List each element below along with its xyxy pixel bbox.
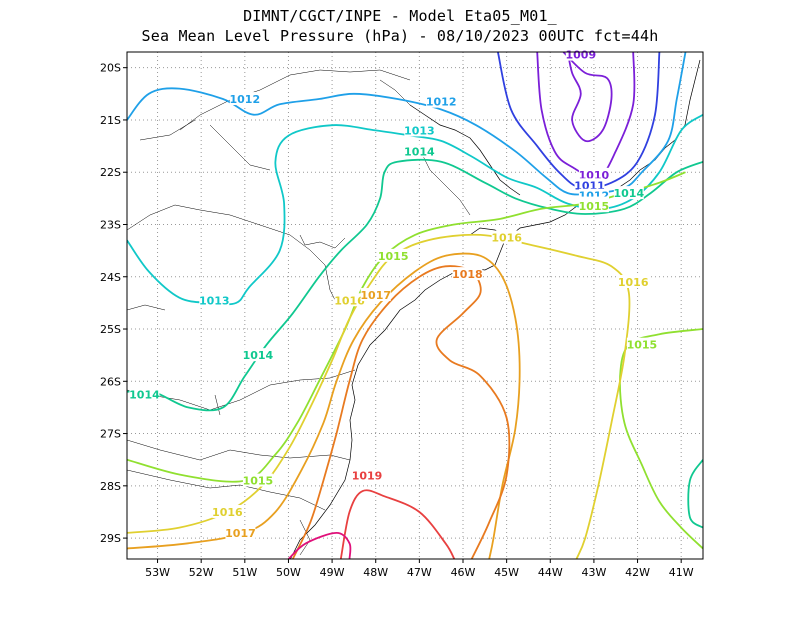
x-tick-label: 53W	[145, 566, 170, 579]
contour-label-bg	[426, 94, 457, 108]
y-tick-label: 22S	[100, 166, 121, 179]
contour-label-1013: 1013	[404, 124, 435, 137]
contour-1014	[127, 158, 703, 412]
contour-label-bg	[199, 293, 230, 307]
contour-1019	[339, 489, 456, 559]
contour-label-bg	[626, 337, 657, 351]
contour-1015	[619, 328, 703, 550]
y-tick-label: 23S	[100, 218, 121, 231]
contour-label-bg	[242, 348, 273, 362]
x-tick-label: 42W	[625, 566, 650, 579]
contour-label-1013: 1013	[199, 294, 230, 307]
contour-label-bg	[352, 468, 382, 482]
x-tick-label: 43W	[581, 566, 606, 579]
x-tick-label: 48W	[363, 566, 388, 579]
contour-label-1015: 1015	[243, 475, 274, 488]
contour-label-bg	[578, 199, 609, 213]
contour-1015	[687, 459, 703, 529]
contour-label-bg	[212, 504, 243, 518]
y-tick-label: 21S	[100, 114, 121, 127]
contour-label-1009: 1009	[566, 49, 597, 62]
contour-1009	[562, 52, 613, 143]
y-axis-ticks: 20S 21S 22S 23S 24S 25S 26S 27S 28S 29S	[100, 62, 127, 545]
x-tick-label: 46W	[451, 566, 476, 579]
contour-label-1015: 1015	[378, 250, 409, 263]
contour-label-bg	[452, 267, 483, 281]
coastline-path	[290, 59, 701, 559]
contour-label-bg	[225, 525, 256, 539]
contour-label-bg	[360, 288, 391, 302]
contour-label-bg	[334, 293, 365, 307]
border-path-secondary	[127, 119, 311, 556]
contour-label-1015: 1015	[627, 339, 658, 352]
contour-label-bg	[404, 144, 435, 158]
contour-1013	[127, 113, 703, 306]
contour-label-bg	[378, 248, 409, 262]
contour-1018	[291, 265, 511, 559]
contour-label-1016: 1016	[491, 232, 522, 245]
contour-label-1014: 1014	[243, 349, 274, 362]
contour-1016	[127, 233, 631, 559]
contour-label-1017: 1017	[225, 527, 256, 540]
border-path	[127, 69, 471, 511]
y-tick-label: 26S	[100, 375, 121, 388]
plot-frame	[126, 51, 704, 560]
contour-1020	[287, 531, 352, 559]
x-axis-ticks: 53W 52W 51W 50W 49W 48W 47W 46W 45W 44W 43W 42W 41W	[145, 559, 694, 579]
chart-title-line1: DIMNT/CGCT/INPE - Model Eta05_M01_	[243, 7, 557, 25]
contour-label-1017: 1017	[360, 289, 391, 302]
contour-label-bg	[578, 167, 609, 181]
contour-label-bg	[242, 473, 273, 487]
contour-label-1014: 1014	[129, 388, 160, 401]
contour-1015	[127, 171, 686, 483]
contour-label-1016: 1016	[212, 506, 243, 519]
contour-label-bg	[491, 230, 522, 244]
y-tick-label: 20S	[100, 62, 121, 75]
contour-label-1018: 1018	[452, 268, 483, 281]
contour-label-1015: 1015	[579, 200, 610, 213]
contour-label-1012: 1012	[230, 93, 261, 106]
contour-label-bg	[574, 178, 605, 192]
contour-label-1016: 1016	[618, 276, 649, 289]
contour-label-1019: 1019	[352, 469, 383, 482]
y-tick-label: 28S	[100, 480, 121, 493]
x-tick-label: 44W	[538, 566, 563, 579]
contour-1010	[536, 52, 636, 179]
contour-label-bg	[618, 274, 649, 288]
y-tick-label: 25S	[100, 323, 121, 336]
contour-label-bg	[229, 92, 260, 106]
x-tick-label: 45W	[494, 566, 519, 579]
x-tick-label: 50W	[276, 566, 301, 579]
contour-label-bg	[565, 47, 596, 61]
contour-1017	[127, 252, 521, 559]
contour-label-bg	[129, 387, 160, 401]
y-tick-label: 27S	[100, 428, 121, 441]
x-tick-label: 52W	[189, 566, 214, 579]
contour-label-1012: 1012	[426, 96, 457, 109]
contour-label-layer: 1009101010111012101210121013101310131014…	[129, 47, 658, 540]
x-tick-label: 47W	[407, 566, 432, 579]
contour-label-1014: 1014	[614, 187, 645, 200]
contour-label-bg	[613, 186, 644, 200]
y-tick-label: 24S	[100, 271, 121, 284]
contour-1012	[127, 52, 687, 196]
y-tick-label: 29S	[100, 532, 121, 545]
x-tick-label: 41W	[669, 566, 694, 579]
contour-layer	[127, 52, 703, 559]
contour-label-bg	[404, 123, 435, 137]
contour-label-1016: 1016	[334, 294, 365, 307]
x-tick-label: 49W	[320, 566, 345, 579]
chart-title-line2: Sea Mean Level Pressure (hPa) - 08/10/20…	[141, 27, 659, 45]
x-tick-label: 51W	[232, 566, 257, 579]
contour-label-1014: 1014	[404, 145, 435, 158]
